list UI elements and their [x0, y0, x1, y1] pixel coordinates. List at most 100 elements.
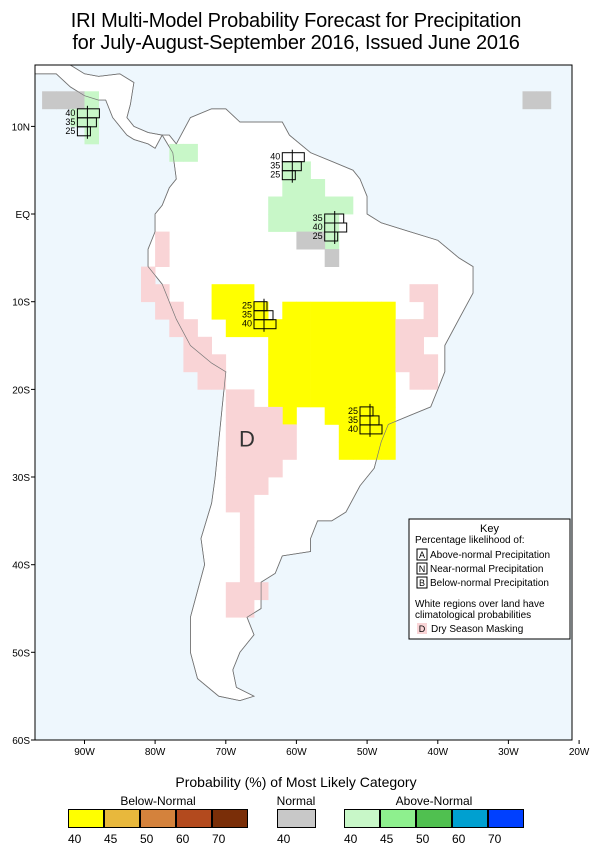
dry-cell [254, 441, 269, 460]
colorbar-swatch [68, 809, 104, 828]
below-cell [225, 319, 241, 338]
colorbar-swatch [140, 809, 176, 828]
below-normal-ticks: 40 45 50 60 70 [68, 832, 248, 846]
lon-label: 70W [216, 747, 237, 758]
dry-cell [239, 547, 255, 565]
dry-cell [409, 336, 424, 355]
dry-cell [282, 441, 297, 460]
below-cell [324, 354, 340, 373]
dry-cell [395, 319, 410, 338]
colorbar-tick-label: 40 [68, 832, 82, 846]
lon-label: 60W [286, 747, 307, 758]
dry-cell [268, 406, 283, 425]
colorbar-tick-label: 50 [416, 832, 430, 846]
below-cell [268, 389, 283, 408]
map-title-line2: for July-August-September 2016, Issued J… [72, 32, 520, 54]
colorbar-swatch [104, 809, 140, 828]
above-cell [296, 214, 311, 232]
dry-cell [225, 424, 241, 443]
dry-cell [282, 424, 297, 443]
normal-swatches [277, 809, 316, 828]
below-cell [367, 319, 382, 338]
below-cell [367, 371, 382, 390]
lon-label: 30W [498, 747, 519, 758]
dry-cell [239, 389, 255, 408]
below-cell [381, 424, 396, 443]
above-cell [310, 179, 326, 197]
below-cell [310, 389, 326, 408]
below-cell [338, 424, 354, 443]
dry-cell [239, 441, 255, 460]
lat-label: 10S [12, 298, 30, 309]
dry-cell [239, 424, 255, 443]
prob-box-value: 25 [65, 126, 75, 136]
below-cell [310, 319, 326, 338]
above-cell [268, 196, 283, 215]
below-cell [353, 354, 368, 373]
below-cell [225, 284, 241, 303]
below-cell [338, 441, 354, 460]
below-cell [353, 301, 368, 320]
above-cell [338, 196, 354, 215]
dry-cell [225, 459, 241, 478]
colorbar-swatch [452, 809, 488, 828]
below-cell [353, 371, 368, 390]
dry-cell [169, 301, 184, 320]
key-dry-label: Dry Season Masking [431, 624, 523, 635]
below-cell [367, 424, 382, 443]
below-cell [338, 354, 354, 373]
normal-cell [296, 231, 311, 250]
below-cell [324, 406, 340, 425]
below-cell [338, 389, 354, 408]
prob-box-bar [253, 319, 277, 330]
map-body: D40352540352535402525354025354010NEQ10S2… [12, 64, 590, 758]
below-cell [381, 389, 396, 408]
dry-cell [254, 406, 269, 425]
lon-label: 40W [428, 747, 449, 758]
below-cell [211, 284, 227, 303]
below-cell [367, 336, 382, 355]
colorbar-tick-label: 45 [380, 832, 394, 846]
dry-cell [225, 494, 241, 513]
below-cell [211, 301, 227, 320]
key-title: Key [480, 523, 499, 535]
dry-cell [239, 599, 255, 618]
below-cell [338, 371, 354, 390]
above-cell [324, 196, 340, 215]
above-cell [296, 196, 311, 215]
below-cell [324, 336, 340, 355]
colorbar-tick-label: 40 [344, 832, 358, 846]
prob-box-value: 40 [348, 424, 358, 434]
lon-label: 50W [357, 747, 378, 758]
dry-cell [197, 336, 212, 355]
lat-label: 10N [12, 122, 30, 133]
colorbar-tick-label: 60 [176, 832, 190, 846]
colorbar-swatch [277, 809, 316, 828]
dry-cell [239, 582, 255, 601]
below-cell [381, 336, 396, 355]
above-cell [296, 179, 311, 197]
dry-cell [211, 371, 227, 390]
above-cell [169, 143, 184, 162]
dry-cell [239, 406, 255, 425]
below-cell [367, 389, 382, 408]
dry-cell [423, 354, 439, 373]
dry-cell [197, 354, 212, 373]
below-cell [381, 406, 396, 425]
prob-box-value: 35 [242, 310, 252, 320]
dry-cell [183, 354, 198, 373]
below-cell [282, 301, 297, 320]
dry-cell [155, 284, 170, 303]
below-cell [282, 336, 297, 355]
dry-cell [225, 406, 241, 425]
dry-cell [141, 266, 156, 285]
south-america-coastline [147, 108, 474, 701]
dry-cell [239, 512, 255, 530]
colorbar-title: Probability (%) of Most Likely Category [175, 774, 417, 790]
below-cell [353, 319, 368, 338]
below-cell [338, 319, 354, 338]
below-cell [310, 371, 326, 390]
below-cell [353, 389, 368, 408]
